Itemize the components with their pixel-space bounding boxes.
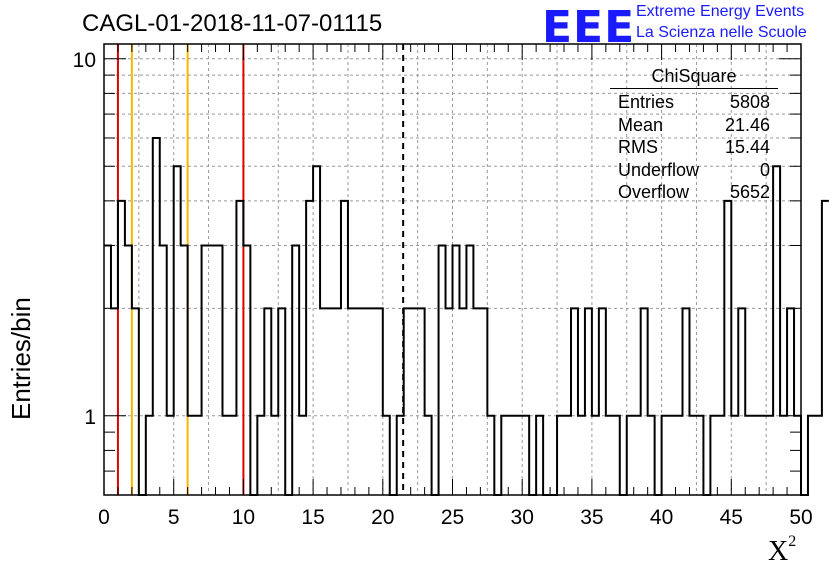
x-tick-label: 10	[232, 506, 255, 529]
chart-title: CAGL-01-2018-11-07-01115	[82, 10, 383, 37]
stats-value: 21.46	[724, 114, 770, 135]
stats-value: 5652	[729, 182, 770, 203]
stats-box: ChiSquare Entries 5808 Mean 21.46 RMS 15.44…	[610, 66, 778, 204]
stats-row-underflow: Underflow 0	[610, 159, 778, 182]
stats-value: 5808	[729, 92, 770, 112]
logo-subtitle-2: La Scienza nelle Scuole	[636, 24, 807, 41]
tick-labels: 0 5 10 15 20 25 30 35 40 45 50 1 10	[73, 49, 813, 529]
y-tick-label: 10	[73, 49, 96, 72]
x-tick-label: 40	[650, 506, 673, 529]
stats-row-mean: Mean 21.46	[610, 114, 778, 137]
y-tick-label: 1	[84, 406, 96, 429]
stats-value: 0	[759, 159, 770, 180]
x-tick-label: 45	[720, 506, 743, 529]
stats-label: RMS	[618, 137, 658, 158]
stats-title: ChiSquare	[610, 66, 778, 89]
x-tick-label: 15	[301, 506, 324, 529]
x-axis-label-base: X	[768, 536, 789, 567]
x-tick-label: 50	[789, 506, 812, 529]
logo-subtitle-1: Extreme Energy Events	[636, 3, 805, 20]
stats-label: Mean	[618, 114, 664, 135]
x-axis-label: X2	[768, 532, 797, 568]
x-tick-label: 35	[580, 506, 603, 529]
eee-logo: EEE	[542, 2, 636, 53]
x-tick-label: 5	[168, 506, 180, 529]
stats-label: Overflow	[618, 182, 690, 203]
x-tick-label: 0	[98, 506, 110, 529]
reference-lines	[116, 44, 405, 495]
x-tick-label: 25	[441, 506, 464, 529]
stats-row-overflow: Overflow 5652	[610, 181, 778, 204]
x-tick-label: 20	[371, 506, 394, 529]
x-axis-label-exponent: 2	[788, 532, 797, 550]
y-axis-label: Entries/bin	[6, 297, 36, 420]
stats-label: Underflow	[618, 159, 700, 180]
x-tick-label: 30	[511, 506, 534, 529]
stats-value: 15.44	[724, 137, 770, 158]
stats-row-rms: RMS 15.44	[610, 136, 778, 159]
stats-row-entries: Entries 5808	[610, 91, 778, 114]
axis-ticks	[103, 44, 802, 496]
stats-label: Entries	[618, 92, 675, 112]
